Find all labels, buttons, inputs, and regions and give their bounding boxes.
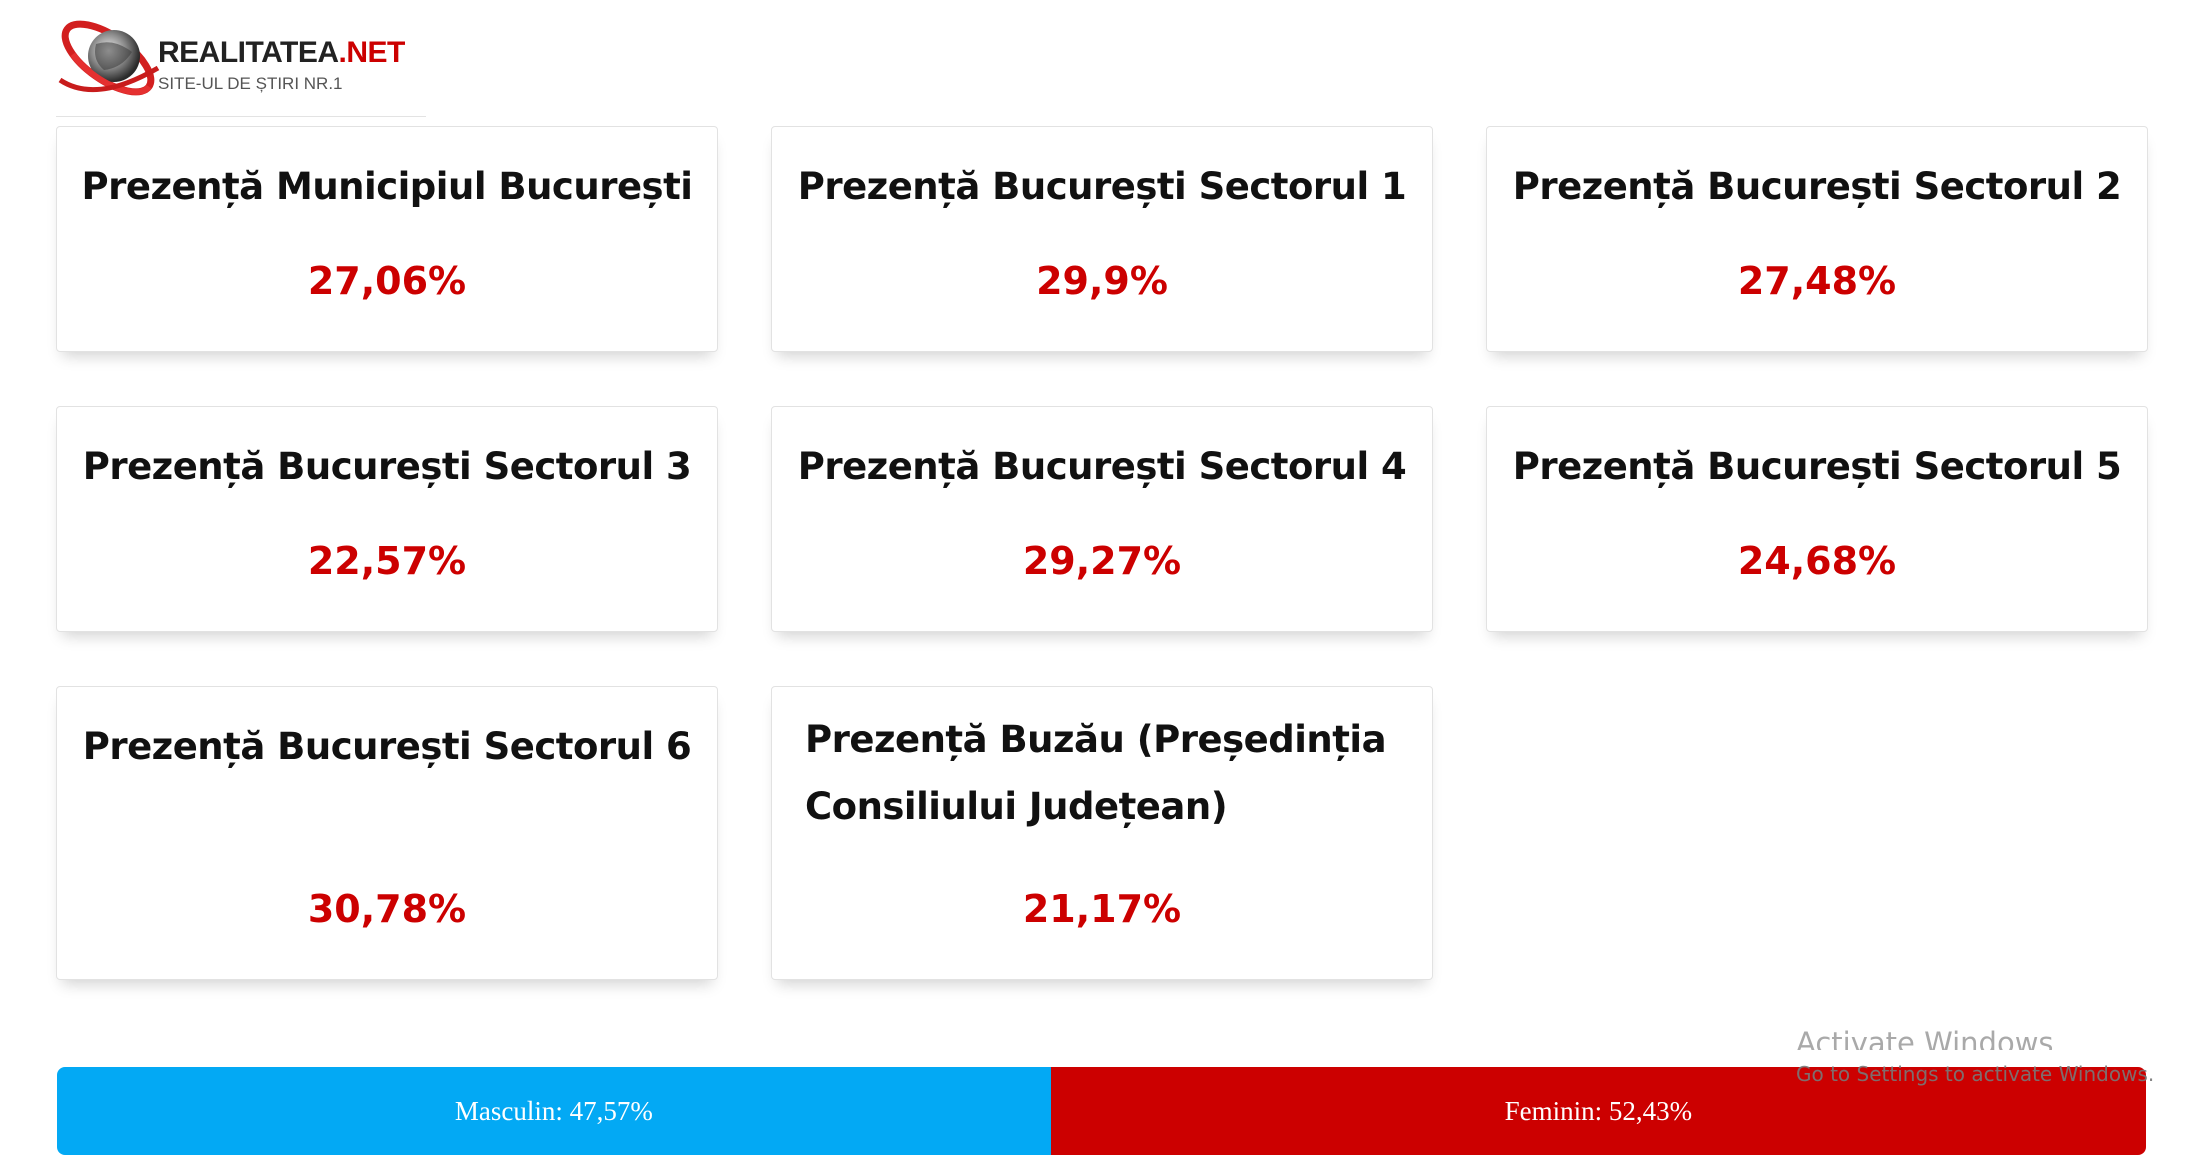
card-value: 27,48% xyxy=(1737,259,1897,303)
card-title: Prezență București Sectorul 5 xyxy=(1512,445,2122,488)
activate-windows-watermark: Activate Windows Go to Settings to activ… xyxy=(1796,1028,2154,1086)
male-share-label: Masculin: 47,57% xyxy=(454,1095,653,1126)
logo-name-dark: REALITATEA xyxy=(158,36,339,69)
watermark-subtitle: Go to Settings to activate Windows. xyxy=(1796,1062,2155,1086)
turnout-card: Prezență Buzău (Președinția Consiliului … xyxy=(771,686,1433,980)
female-share-segment: Feminin: 52,43% xyxy=(1050,1067,2146,1155)
logo-name-red: .NET xyxy=(338,36,406,69)
turnout-card: Prezență București Sectorul 5 24,68% xyxy=(1486,406,2148,632)
male-share-segment: Masculin: 47,57% xyxy=(57,1067,1051,1155)
card-title: Prezență București Sectorul 1 xyxy=(797,165,1407,208)
card-value: 24,68% xyxy=(1737,539,1897,583)
turnout-card: Prezență București Sectorul 6 30,78% xyxy=(56,686,718,980)
watermark-title: Activate Windows xyxy=(1796,1028,2054,1050)
card-title: Prezență București Sectorul 6 xyxy=(82,725,692,768)
card-title: Prezență Buzău (Președinția Consiliului … xyxy=(805,718,1387,828)
turnout-card: Prezență București Sectorul 4 29,27% xyxy=(771,406,1433,632)
card-value: 29,27% xyxy=(1022,539,1182,583)
female-share-label: Feminin: 52,43% xyxy=(1504,1095,1693,1126)
turnout-card: Prezență București Sectorul 1 29,9% xyxy=(771,126,1433,352)
globe-swoosh-icon xyxy=(58,20,160,96)
card-title: Prezență București Sectorul 3 xyxy=(82,445,692,488)
turnout-card: Prezență București Sectorul 2 27,48% xyxy=(1486,126,2148,352)
logo-wordmark: REALITATEA.NET xyxy=(158,36,405,70)
card-title: Prezență București Sectorul 2 xyxy=(1512,165,2122,208)
logo-tagline: SITE-UL DE ȘTIRI NR.1 xyxy=(158,74,343,93)
card-title: Prezență Municipiul București xyxy=(81,165,693,208)
site-logo[interactable]: REALITATEA.NET SITE-UL DE ȘTIRI NR.1 xyxy=(56,8,426,117)
card-value: 22,57% xyxy=(307,539,467,583)
turnout-card: Prezență București Sectorul 3 22,57% xyxy=(56,406,718,632)
gender-split-bar: Masculin: 47,57% Feminin: 52,43% xyxy=(57,1067,2146,1155)
turnout-card: Prezență Municipiul București 27,06% xyxy=(56,126,718,352)
card-value: 30,78% xyxy=(307,887,467,931)
card-value: 29,9% xyxy=(1036,259,1168,303)
turnout-grid: Prezență Municipiul București 27,06% Pre… xyxy=(56,126,2148,980)
card-title: Prezență București Sectorul 4 xyxy=(797,445,1407,488)
card-value: 27,06% xyxy=(307,259,467,303)
card-value: 21,17% xyxy=(1022,887,1182,931)
